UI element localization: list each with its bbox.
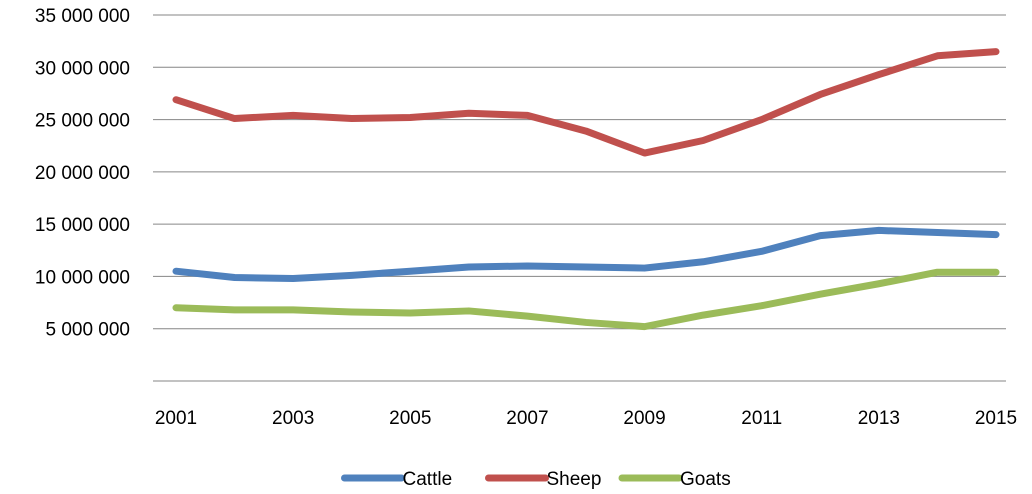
- y-tick-label: 5 000 000: [45, 320, 130, 341]
- y-tick-label: 15 000 000: [35, 215, 130, 236]
- x-tick-label: 2011: [741, 408, 782, 429]
- legend-label-sheep: Sheep: [547, 469, 602, 490]
- series-line-cattle: [172, 226, 1000, 283]
- y-tick-label: 35 000 000: [35, 6, 130, 27]
- x-tick-label: 2009: [623, 408, 665, 429]
- y-tick-label: 25 000 000: [35, 111, 130, 132]
- y-tick-label: 20 000 000: [35, 163, 130, 184]
- x-tick-label: 2005: [389, 408, 431, 429]
- y-tick-label: 30 000 000: [35, 58, 130, 79]
- x-tick-label: 2013: [858, 408, 900, 429]
- x-tick-label: 2007: [506, 408, 548, 429]
- x-tick-label: 2003: [272, 408, 314, 429]
- series-lines: [172, 48, 1000, 331]
- y-tick-label: 10 000 000: [35, 267, 130, 288]
- gridlines: [153, 14, 1006, 382]
- legend-label-cattle: Cattle: [403, 469, 453, 490]
- legend: Cattle Sheep Goats: [341, 469, 731, 490]
- x-tick-label: 2001: [155, 408, 197, 429]
- axes: 5 000 000 10 000 000 15 000 000 20 000 000 2…: [35, 6, 1017, 429]
- legend-label-goats: Goats: [680, 469, 731, 490]
- x-tick-label: 2015: [975, 408, 1017, 429]
- series-line-goats: [172, 268, 1000, 331]
- series-line-sheep: [172, 48, 1000, 157]
